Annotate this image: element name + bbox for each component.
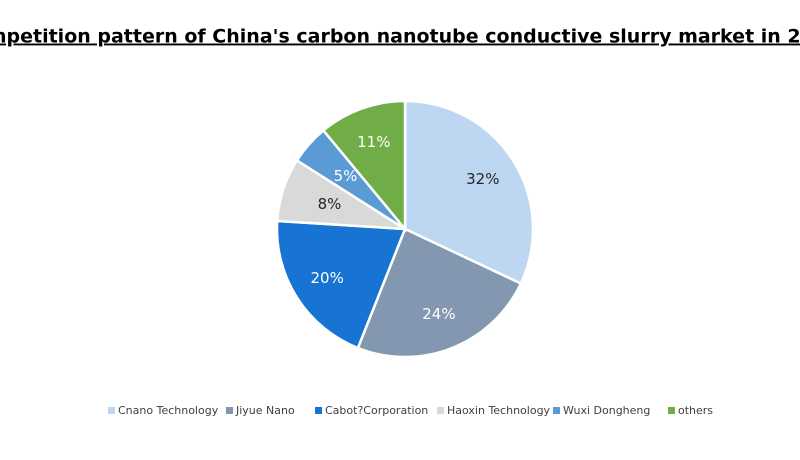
legend-swatch [226, 407, 233, 414]
legend-swatch [108, 407, 115, 414]
data-label: 32% [466, 170, 499, 188]
legend-swatch [553, 407, 560, 414]
data-label: 20% [311, 269, 344, 287]
pie-slice [275, 219, 407, 350]
legend-swatch [668, 407, 675, 414]
legend-label: Cnano Technology [118, 404, 219, 417]
legend-swatch [315, 407, 322, 414]
pie-slice [403, 99, 535, 286]
data-label: 24% [422, 305, 455, 323]
legend-label: Wuxi Dongheng [563, 404, 650, 417]
data-label: 8% [318, 195, 342, 213]
legend-label: Cabot?Corporation [325, 404, 428, 417]
legend-label: Haoxin Technology [447, 404, 551, 417]
legend-label: others [678, 404, 713, 417]
pie-slice [321, 99, 407, 233]
chart-title: Competition pattern of China's carbon na… [0, 26, 800, 48]
legend-label: Jiyue Nano [235, 404, 295, 417]
data-label: 5% [334, 167, 358, 185]
data-label: 11% [357, 133, 390, 151]
pie-slice [356, 227, 523, 359]
legend-swatch [437, 407, 444, 414]
